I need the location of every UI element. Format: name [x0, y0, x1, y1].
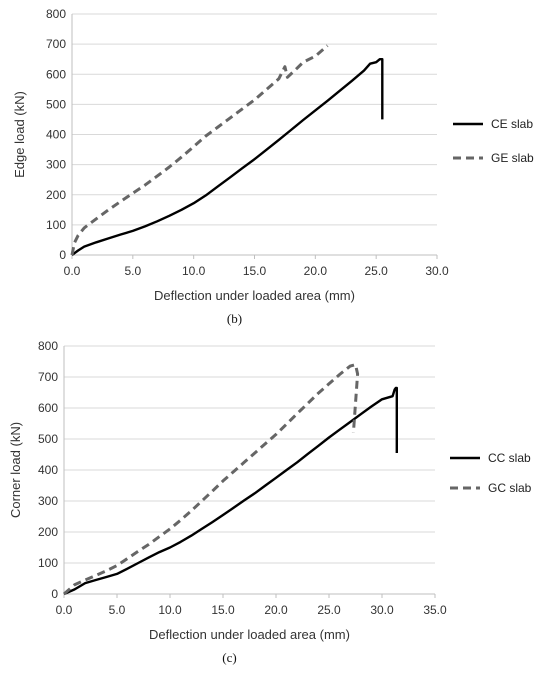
legend-label: CE slab [491, 117, 533, 131]
y-tick-label: 600 [38, 401, 58, 415]
y-tick-label: 500 [46, 97, 66, 111]
y-tick-label: 800 [46, 7, 66, 21]
y-tick-label: 700 [46, 37, 66, 51]
y-tick-label: 100 [38, 556, 58, 570]
y-tick-label: 300 [46, 158, 66, 172]
legend-label: CC slab [488, 451, 531, 465]
x-tick-label: 35.0 [423, 603, 447, 617]
y-tick-label: 500 [38, 432, 58, 446]
x-tick-label: 10.0 [182, 264, 206, 278]
y-tick-label: 200 [46, 188, 66, 202]
figure-caption: (c) [222, 650, 236, 665]
x-tick-label: 0.0 [56, 603, 73, 617]
x-tick-label: 30.0 [425, 264, 449, 278]
y-tick-label: 200 [38, 525, 58, 539]
x-axis-title: Deflection under loaded area (mm) [154, 288, 355, 303]
x-tick-label: 5.0 [124, 264, 141, 278]
series-line-ge-slab [70, 44, 329, 256]
legend-label: GC slab [488, 481, 532, 495]
x-axis-title: Deflection under loaded area (mm) [149, 627, 350, 642]
x-tick-label: 15.0 [211, 603, 235, 617]
y-tick-label: 800 [38, 339, 58, 353]
x-tick-label: 25.0 [364, 264, 388, 278]
chart-b: 0 100 200 300 400 500 600 700 800 0.0 5.0 10.0 15.0 2… [12, 7, 534, 326]
y-tick-label: 700 [38, 370, 58, 384]
y-axis-title: Edge load (kN) [12, 91, 27, 178]
y-tick-label: 100 [46, 218, 66, 232]
x-tick-label: 20.0 [304, 264, 328, 278]
legend-label: GE slab [491, 151, 534, 165]
figure-caption: (b) [227, 311, 242, 326]
x-tick-label: 20.0 [264, 603, 288, 617]
y-tick-label: 400 [46, 128, 66, 142]
chart-c: 0 100 200 300 400 500 600 700 800 0.0 5.0 10.0 15.0 2… [8, 339, 532, 665]
x-tick-label: 15.0 [243, 264, 267, 278]
x-tick-label: 0.0 [64, 264, 81, 278]
y-tick-label: 300 [38, 494, 58, 508]
x-tick-label: 5.0 [109, 603, 126, 617]
y-tick-label: 400 [38, 463, 58, 477]
x-tick-label: 30.0 [370, 603, 394, 617]
series-line-ce-slab [71, 58, 384, 256]
series-line-gc-slab [63, 363, 360, 596]
x-tick-label: 10.0 [158, 603, 182, 617]
y-tick-label: 0 [59, 248, 66, 262]
y-axis-title: Corner load (kN) [8, 422, 23, 518]
y-tick-label: 600 [46, 67, 66, 81]
x-tick-label: 25.0 [317, 603, 341, 617]
series-line-cc-slab [63, 386, 398, 596]
y-tick-label: 0 [51, 587, 58, 601]
